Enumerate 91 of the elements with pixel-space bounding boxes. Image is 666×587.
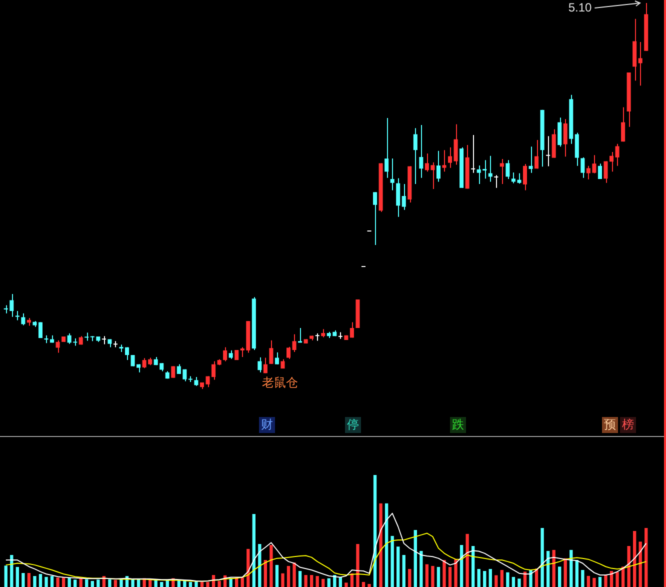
bar [644,528,648,587]
bar [44,576,48,587]
bar [581,570,584,587]
bar [68,578,71,587]
bar [292,562,296,587]
bar [488,568,492,587]
bar [286,566,290,587]
bar [85,579,88,587]
bar [402,554,406,587]
bar [552,550,556,587]
bar [188,582,192,587]
bar [586,576,590,587]
text: 跌 [452,417,464,432]
bar [16,566,20,587]
bar [322,578,325,587]
bar [258,544,262,587]
bar [592,578,596,587]
bar [483,570,486,587]
bar [27,573,31,587]
bar [218,580,221,587]
bar [558,566,562,587]
bar [183,580,186,587]
annotation: 老鼠仓 [262,375,298,390]
text: 停 [347,417,359,432]
bar [632,531,636,587]
bar [471,546,475,587]
bar [414,530,417,587]
bar [500,570,504,587]
bar [384,503,388,587]
bar [252,514,256,587]
bar [108,579,112,587]
bar [316,576,319,587]
bar [436,566,440,587]
bar [310,575,314,587]
bar [327,578,330,587]
bar [264,560,268,587]
bar [120,579,123,587]
bar [304,575,308,587]
bar [90,580,94,587]
bar [270,545,273,587]
bar [114,580,118,587]
bar [281,573,284,587]
bar [477,568,480,587]
bar [431,566,434,587]
bar [160,582,164,587]
bar [206,582,210,587]
bar [575,560,578,587]
text: 榜 [622,417,634,432]
candlestick [15,310,20,321]
bar [298,570,302,587]
bar [512,576,516,587]
bar [96,580,100,587]
bar [362,582,366,587]
bar [598,576,602,587]
bar [38,574,42,587]
candlestick [442,150,446,172]
bar [396,546,400,587]
bar [344,582,348,587]
bar [518,578,521,587]
bar [529,570,532,587]
annotation: 5.10 [568,0,592,14]
bar [390,536,394,587]
bar [425,564,429,587]
bar [494,575,498,587]
bar [338,577,342,587]
bar [442,560,446,587]
bar [627,546,630,587]
bar [56,578,60,587]
bar [368,584,371,587]
bar [506,572,510,587]
bar [616,572,619,587]
bar [50,576,54,587]
bar [466,534,469,587]
bar [448,566,452,587]
bar [604,575,608,587]
bar [74,580,77,587]
bar [62,578,66,587]
bar [420,550,423,587]
bar [408,568,412,587]
bar [379,503,382,587]
bar [240,578,244,587]
text: 预 [604,417,616,432]
bar [200,582,204,587]
bar [275,564,279,587]
bar [4,566,8,587]
bar [454,559,458,587]
text: 财 [261,417,273,432]
bar [33,576,36,587]
bar [540,528,544,587]
bar [356,544,360,587]
bar [22,573,25,587]
